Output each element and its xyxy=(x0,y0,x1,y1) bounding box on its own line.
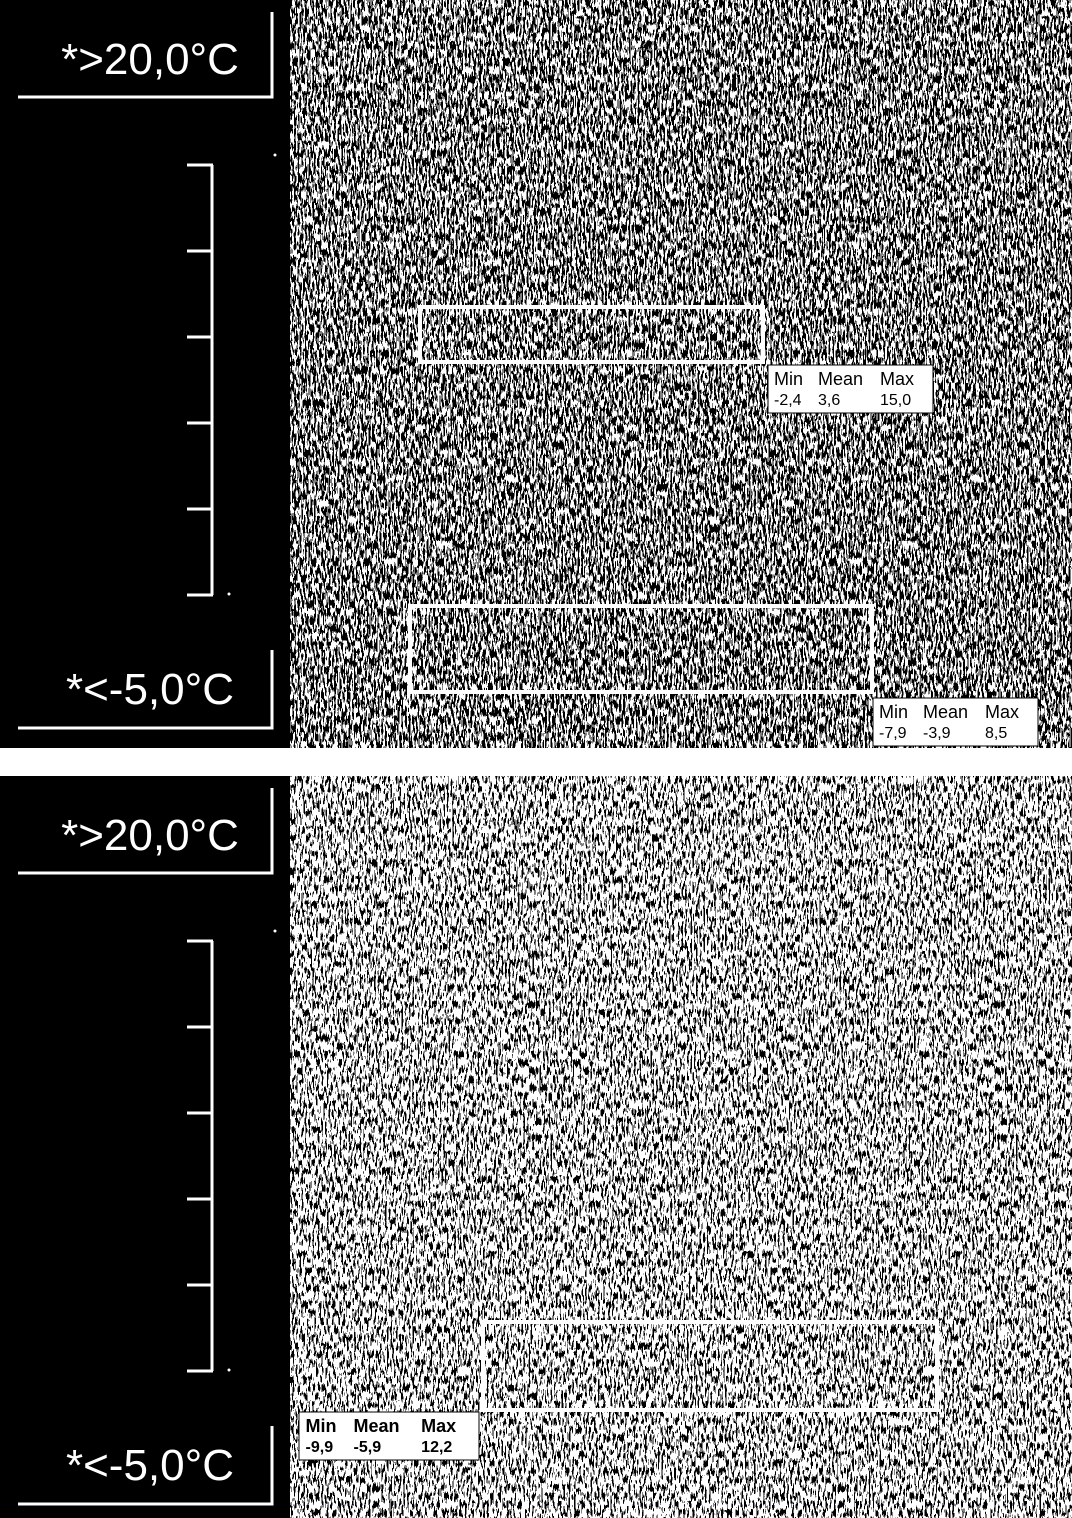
stats-header: Max xyxy=(880,369,914,389)
stats-value: -2,4 xyxy=(774,392,802,409)
stats-value: 12,2 xyxy=(421,1439,452,1456)
scale-dot xyxy=(228,593,231,596)
scale-max-label: *>20,0°C xyxy=(61,811,239,860)
thermal-panel: *>20,0°C *<-5,0°C Min Mean Max -9,9 -5,9 12,2 xyxy=(0,776,1072,1518)
stats-header: Max xyxy=(985,702,1019,722)
stats-value: 8,5 xyxy=(985,725,1007,742)
stats-value: -3,9 xyxy=(923,725,951,742)
stats-header: Mean xyxy=(818,369,863,389)
stats-header: Max xyxy=(421,1416,456,1436)
stats-header: Mean xyxy=(354,1416,400,1436)
stats-value: -9,9 xyxy=(306,1439,334,1456)
thermal-image xyxy=(290,0,1072,748)
thermal-image xyxy=(290,776,1072,1518)
scale-min-label: *<-5,0°C xyxy=(66,1441,234,1490)
stats-header: Min xyxy=(879,702,908,722)
stats-header: Min xyxy=(306,1416,337,1436)
scale-area xyxy=(0,776,290,1518)
scale-dot xyxy=(274,930,277,933)
stats-value: -5,9 xyxy=(354,1439,382,1456)
scale-max-label: *>20,0°C xyxy=(61,35,239,84)
stats-value: 3,6 xyxy=(818,392,840,409)
stats-header: Mean xyxy=(923,702,968,722)
stats-value: 15,0 xyxy=(880,392,911,409)
thermal-panel: *>20,0°C *<-5,0°C Min Mean Max -2,4 3,6 15,0 Min… xyxy=(0,0,1072,748)
scale-min-label: *<-5,0°C xyxy=(66,665,234,714)
scale-dot xyxy=(274,154,277,157)
stats-value: -7,9 xyxy=(879,725,907,742)
scale-dot xyxy=(228,1369,231,1372)
stats-header: Min xyxy=(774,369,803,389)
scale-area xyxy=(0,0,290,748)
thermal-screenshot: *>20,0°C *<-5,0°C Min Mean Max -2,4 3,6 15,0 Min… xyxy=(0,0,1072,1518)
